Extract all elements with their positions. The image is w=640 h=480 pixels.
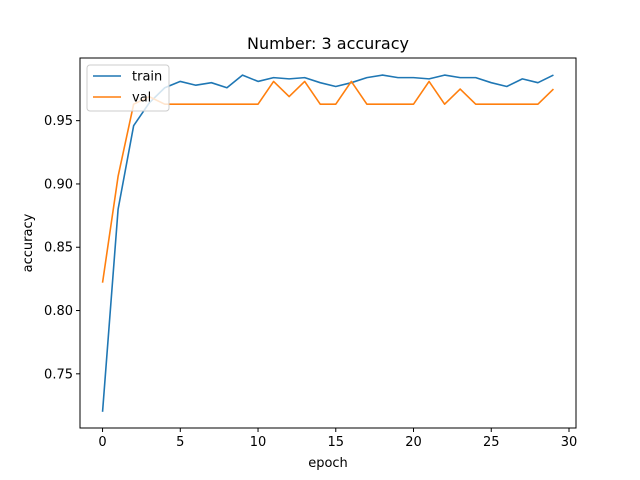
series-line-train xyxy=(101,74,554,412)
x-tick-label: 15 xyxy=(328,435,345,450)
legend-label-train: train xyxy=(132,70,162,85)
x-axis: 0 5 10 15 20 25 30 xyxy=(98,428,577,450)
y-axis-label: accuracy xyxy=(21,213,36,272)
x-tick-label: 25 xyxy=(483,435,500,450)
series-layer xyxy=(101,74,555,412)
chart-title: Number: 3 accuracy xyxy=(247,34,409,53)
y-tick-label: 0.95 xyxy=(44,114,73,129)
x-tick-label: 30 xyxy=(561,435,578,450)
series-line-val xyxy=(101,80,555,283)
x-tick-label: 20 xyxy=(405,435,422,450)
legend: train val xyxy=(86,64,170,112)
plot-area xyxy=(79,57,577,429)
y-tick-label: 0.75 xyxy=(44,367,73,382)
x-tick-label: 5 xyxy=(176,435,184,450)
plot-frame xyxy=(79,57,577,429)
y-tick-label: 0.85 xyxy=(44,241,73,256)
x-axis-label: epoch xyxy=(308,456,348,471)
x-tick-label: 0 xyxy=(98,435,106,450)
y-tick-label: 0.80 xyxy=(44,304,73,319)
x-tick-label: 10 xyxy=(250,435,267,450)
y-axis: 0.75 0.80 0.85 0.90 0.95 xyxy=(44,114,80,382)
y-tick-label: 0.90 xyxy=(44,177,73,192)
plot-background xyxy=(80,58,576,428)
legend-label-val: val xyxy=(132,91,151,106)
